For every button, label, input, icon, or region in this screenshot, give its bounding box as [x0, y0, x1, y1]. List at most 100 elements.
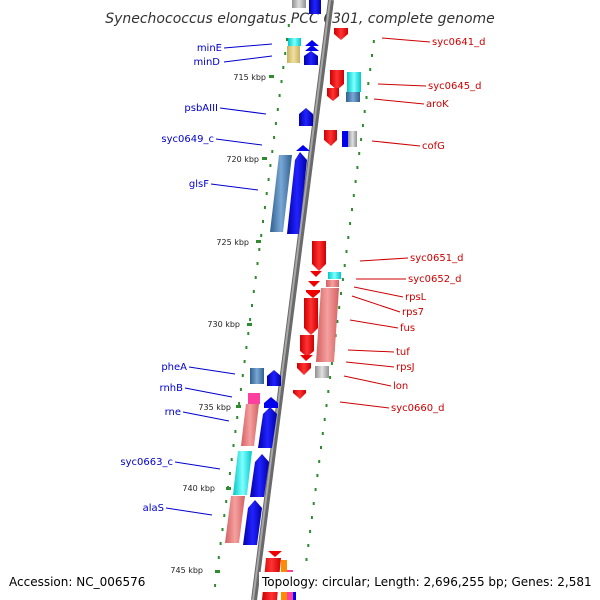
gene-arrow-alaS[interactable]: [243, 500, 262, 545]
gene-block-minE[interactable]: [288, 38, 301, 46]
gene-label-aroK[interactable]: aroK: [426, 99, 449, 110]
left-track-dot: [284, 52, 287, 55]
gene-block-syc0663-c[interactable]: [233, 451, 252, 495]
gene-arrow-rps7[interactable]: [306, 290, 320, 298]
right-track-dot: [356, 166, 359, 169]
left-track-dot: [258, 248, 261, 251]
gene-label-syc0641-d[interactable]: syc0641_d: [432, 37, 485, 48]
gene-label-rnhB[interactable]: rnhB: [160, 383, 184, 394]
gene-block-syc0652-d[interactable]: [328, 272, 341, 279]
gene-block-pheA[interactable]: [250, 368, 264, 384]
gene-arrow[interactable]: [305, 40, 319, 46]
gene-arrow-rpsJ[interactable]: [297, 363, 311, 375]
gene-label-psbAIII[interactable]: psbAIII: [184, 103, 218, 114]
gene-arrow-syc0649-c[interactable]: [296, 145, 310, 151]
gene-arrow-fus[interactable]: [304, 298, 318, 335]
right-track-dot: [363, 110, 366, 113]
gene-label-fus[interactable]: fus: [400, 323, 415, 334]
gene-label-rps7[interactable]: rps7: [402, 307, 424, 318]
gene-arrow-glsF[interactable]: [287, 152, 307, 234]
gene-label-syc0652-d[interactable]: syc0652_d: [408, 274, 461, 285]
right-track-dot: [320, 446, 322, 449]
right-track-dot: [369, 68, 372, 71]
right-track-dot: [361, 124, 364, 127]
gene-block[interactable]: [326, 280, 339, 287]
gene-label-syc0649-c[interactable]: syc0649_c: [161, 134, 214, 145]
summary-backdrop: [259, 572, 596, 592]
gene-arrow-syc0651-d[interactable]: [312, 241, 326, 271]
gene-arrow-psbAIII[interactable]: [299, 108, 313, 126]
gene-block-cofG-b[interactable]: [348, 131, 357, 147]
left-track-dot: [236, 416, 239, 419]
left-track-dot: [256, 262, 259, 265]
left-track-dot: [232, 444, 235, 447]
right-track-dot: [343, 264, 346, 267]
accession-text: Accession: NC_006576: [9, 575, 145, 589]
gene-arrow-tuf[interactable]: [300, 335, 314, 357]
gene-label-cofG[interactable]: cofG: [422, 141, 445, 152]
left-track-dot: [286, 38, 288, 41]
right-track-dot: [330, 362, 333, 365]
left-track-dot: [221, 528, 224, 531]
gene-label-pheA[interactable]: pheA: [161, 362, 187, 373]
gene-label-rpsJ[interactable]: rpsJ: [396, 362, 415, 373]
accession-backdrop: [4, 572, 148, 592]
right-track-dot: [310, 516, 313, 519]
gene-arrow-cofG[interactable]: [324, 130, 337, 146]
gene-arrow-pheA[interactable]: [267, 370, 281, 386]
gene-arrow-syc0641-d[interactable]: [334, 28, 348, 40]
minus-gene-labels: minE minD psbAIII syc0649_c glsF pheA rn…: [120, 43, 273, 516]
gene-arrow-syc0645-d[interactable]: [330, 70, 344, 90]
right-track-dot: [360, 138, 363, 141]
gene-arrow[interactable]: [327, 88, 339, 101]
right-track-dot: [365, 96, 368, 99]
gene-arrow-rne[interactable]: [258, 407, 277, 448]
gene-label-tuf[interactable]: tuf: [396, 347, 410, 358]
gene-block[interactable]: [309, 0, 321, 14]
gene-block-aroK[interactable]: [346, 92, 360, 102]
gene-arrow-syc0660-d[interactable]: [293, 390, 306, 399]
gene-label-glsF[interactable]: glsF: [189, 179, 209, 190]
gene-arrow-rpsL[interactable]: [308, 281, 320, 287]
left-track-dot: [219, 542, 222, 545]
left-track-dot: [269, 164, 272, 167]
gene-label-rne[interactable]: rne: [165, 407, 181, 418]
gene-block-syc0645-d[interactable]: [347, 72, 361, 92]
gene-arrow-minD[interactable]: [304, 51, 318, 65]
gene-label-syc0663-c[interactable]: syc0663_c: [120, 457, 173, 468]
right-track-dot: [307, 544, 310, 547]
minus-strand-genes: [225, 0, 321, 545]
gene-label-syc0651-d[interactable]: syc0651_d: [410, 253, 463, 264]
gene-arrow[interactable]: [310, 271, 322, 277]
left-track-dot: [245, 346, 248, 349]
gene-arrow[interactable]: [268, 551, 282, 557]
gene-block-rnhB[interactable]: [248, 393, 260, 404]
right-track-dot: [347, 236, 350, 239]
gene-block-rne[interactable]: [241, 404, 259, 446]
gene-label-lon[interactable]: lon: [393, 381, 408, 392]
kbp-tick-715: [269, 75, 274, 78]
right-track-dot: [321, 432, 324, 435]
kbp-label-720: 720 kbp: [226, 155, 259, 164]
gene-block-fus[interactable]: [316, 288, 339, 362]
gene-arrow[interactable]: [300, 355, 313, 361]
gene-label-alaS[interactable]: alaS: [143, 503, 164, 514]
gene-label-minE[interactable]: minE: [197, 43, 222, 54]
gene-arrow[interactable]: [305, 45, 319, 51]
gene-block-alaS[interactable]: [225, 496, 245, 543]
gene-label-rpsL[interactable]: rpsL: [405, 292, 427, 303]
gene-arrow-rnhB[interactable]: [264, 397, 278, 408]
gene-label-syc0660-d[interactable]: syc0660_d: [391, 403, 444, 414]
right-track-dot: [323, 418, 326, 421]
gene-block-cofG-a[interactable]: [342, 131, 348, 147]
gene-label-minD[interactable]: minD: [193, 57, 220, 68]
left-track-dot: [225, 500, 228, 503]
gene-block-lon[interactable]: [315, 366, 329, 378]
left-track-dot: [267, 178, 270, 181]
gene-label-syc0645-d[interactable]: syc0645_d: [428, 81, 481, 92]
left-track-dot: [260, 234, 263, 237]
gene-block[interactable]: [292, 0, 306, 8]
gene-block-glsF[interactable]: [270, 155, 292, 232]
gene-block-minD[interactable]: [287, 46, 300, 63]
gene-arrow-syc0663-c[interactable]: [250, 454, 269, 497]
